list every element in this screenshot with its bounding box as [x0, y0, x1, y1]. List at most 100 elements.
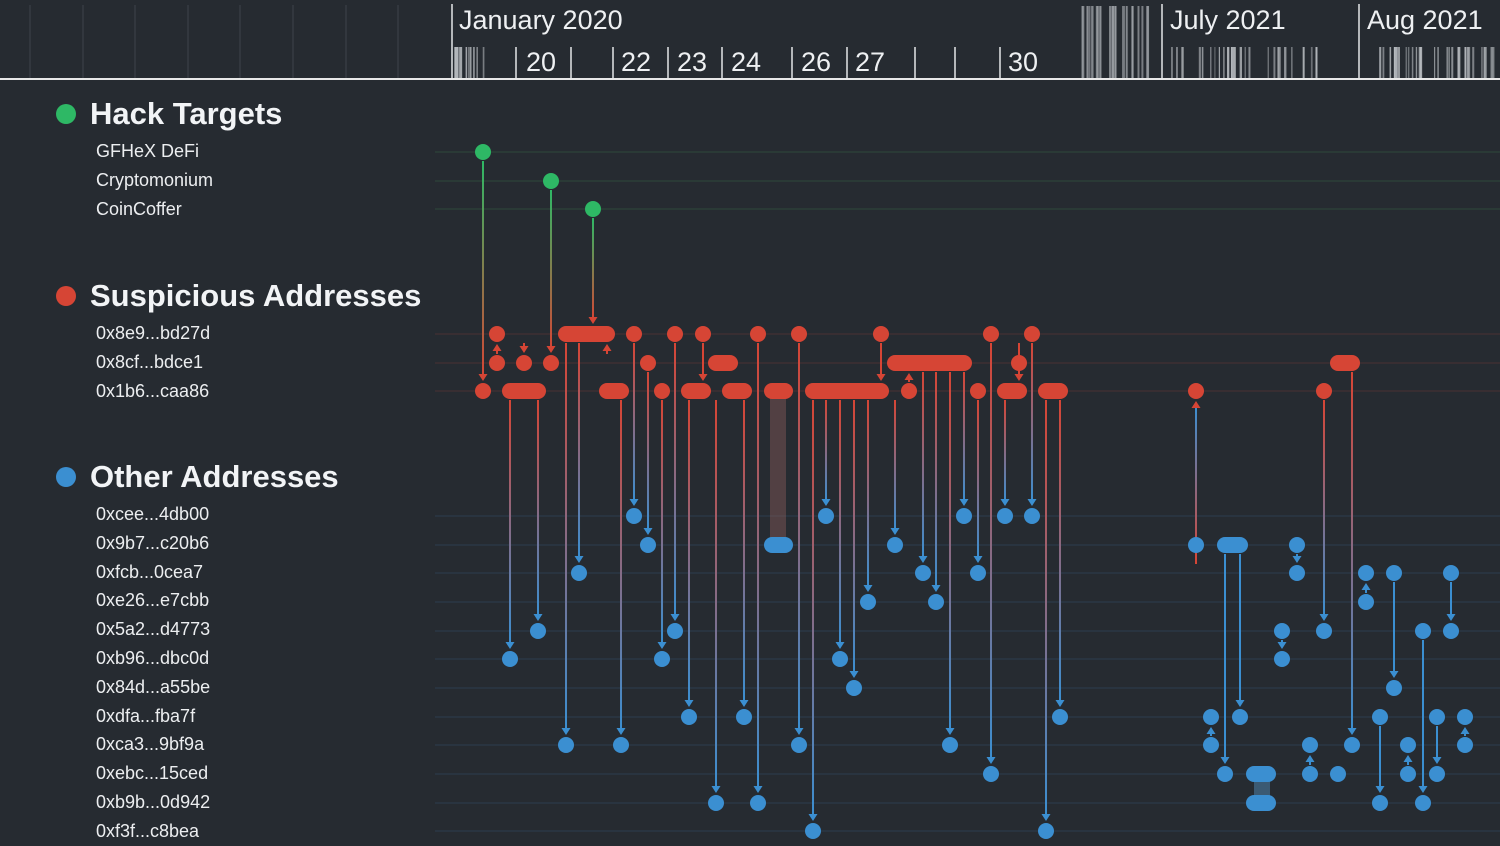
- edge-arrowhead: [479, 374, 488, 381]
- edge-arrowhead: [1278, 642, 1287, 649]
- edge-arrowhead: [699, 374, 708, 381]
- transaction-node: [1457, 709, 1473, 725]
- transaction-cluster: [1330, 355, 1360, 371]
- edge-arrowhead: [919, 556, 928, 563]
- transaction-node: [626, 326, 642, 342]
- transaction-node: [1038, 823, 1054, 839]
- transaction-cluster: [805, 383, 889, 399]
- legend-item-cryptomonium[interactable]: Cryptomonium: [96, 166, 282, 195]
- transaction-node: [1443, 623, 1459, 639]
- transaction-cluster: [502, 383, 546, 399]
- edge-arrowhead: [1362, 583, 1371, 590]
- legend-item-address[interactable]: 0xdfa...fba7f: [96, 702, 339, 731]
- legend-item-address[interactable]: 0xb96...dbc0d: [96, 644, 339, 673]
- edge-arrowhead: [712, 786, 721, 793]
- legend-item-address[interactable]: 0xfcb...0cea7: [96, 558, 339, 587]
- transaction-node: [873, 326, 889, 342]
- edge-arrowhead: [864, 585, 873, 592]
- transaction-node: [942, 737, 958, 753]
- transaction-node: [654, 383, 670, 399]
- transaction-node: [750, 795, 766, 811]
- period-label-jan-2020: January 2020: [459, 5, 623, 36]
- transaction-node: [681, 709, 697, 725]
- edge-arrowhead: [905, 373, 914, 380]
- transaction-node: [818, 508, 834, 524]
- suspicious-addresses-dot-icon: [56, 286, 76, 306]
- transaction-node: [1302, 766, 1318, 782]
- edge-arrowhead: [850, 671, 859, 678]
- transaction-node: [1358, 565, 1374, 581]
- transaction-node: [1443, 565, 1459, 581]
- transaction-node: [1386, 565, 1402, 581]
- edge-arrowhead: [1348, 728, 1357, 735]
- legend-item-address[interactable]: 0x5a2...d4773: [96, 615, 339, 644]
- transaction-node: [901, 383, 917, 399]
- edge-arrowhead: [1192, 401, 1201, 408]
- transaction-node: [489, 355, 505, 371]
- connector-bar: [770, 391, 786, 545]
- transaction-node: [1024, 508, 1040, 524]
- edge-arrowhead: [987, 757, 996, 764]
- transaction-node: [1289, 565, 1305, 581]
- edge-arrowhead: [685, 700, 694, 707]
- edge-arrowhead: [1447, 614, 1456, 621]
- transaction-node: [1330, 766, 1346, 782]
- transaction-node: [791, 737, 807, 753]
- edge-arrowhead: [1056, 700, 1065, 707]
- legend-item-coincoffer[interactable]: CoinCoffer: [96, 195, 282, 224]
- edge-arrowhead: [974, 556, 983, 563]
- edge-arrowhead: [1390, 671, 1399, 678]
- transaction-node: [695, 326, 711, 342]
- legend-group-title: Suspicious Addresses: [90, 278, 421, 314]
- transaction-node: [1372, 795, 1388, 811]
- transaction-cluster: [599, 383, 629, 399]
- legend-item-address[interactable]: 0xcee...4db00: [96, 500, 339, 529]
- edge-arrowhead: [1376, 786, 1385, 793]
- edge-arrowhead: [671, 614, 680, 621]
- period-label-aug-2021: Aug 2021: [1367, 5, 1483, 36]
- legend-item-address[interactable]: 0x9b7...c20b6: [96, 529, 339, 558]
- transaction-node: [805, 823, 821, 839]
- edge-arrowhead: [644, 528, 653, 535]
- legend-item-address[interactable]: 0x8cf...bdce1: [96, 348, 421, 377]
- transaction-node: [1217, 766, 1233, 782]
- edge-arrowhead: [658, 642, 667, 649]
- edge-arrowhead: [822, 499, 831, 506]
- transaction-node: [1274, 623, 1290, 639]
- legend-item-address[interactable]: 0x1b6...caa86: [96, 377, 421, 406]
- edge-arrowhead: [534, 614, 543, 621]
- edge-arrowhead: [740, 700, 749, 707]
- transaction-node: [928, 594, 944, 610]
- transaction-node: [1372, 709, 1388, 725]
- legend-item-address[interactable]: 0xf3f...c8bea: [96, 817, 339, 846]
- transaction-node: [750, 326, 766, 342]
- edge-arrowhead: [1293, 556, 1302, 563]
- transaction-node: [667, 326, 683, 342]
- transaction-node: [1415, 795, 1431, 811]
- legend-group-title: Hack Targets: [90, 96, 282, 132]
- legend-item-address[interactable]: 0xca3...9bf9a: [96, 730, 339, 759]
- transaction-node: [915, 565, 931, 581]
- transaction-node: [1302, 737, 1318, 753]
- timeline-bar[interactable]: January 2020 July 2021 Aug 2021 20 22 23…: [0, 0, 1500, 80]
- legend-item-address[interactable]: 0x8e9...bd27d: [96, 319, 421, 348]
- edge-arrowhead: [795, 728, 804, 735]
- transaction-node: [1274, 651, 1290, 667]
- legend-item-address[interactable]: 0x84d...a55be: [96, 673, 339, 702]
- edge-arrowhead: [603, 344, 612, 351]
- edge-arrowhead: [617, 728, 626, 735]
- legend-group-title: Other Addresses: [90, 459, 339, 495]
- transaction-node: [613, 737, 629, 753]
- transaction-node: [489, 326, 505, 342]
- edge-arrowhead: [630, 499, 639, 506]
- transaction-node: [1011, 355, 1027, 371]
- transaction-node: [997, 508, 1013, 524]
- transaction-node: [1188, 383, 1204, 399]
- legend-item-address[interactable]: 0xe26...e7cbb: [96, 586, 339, 615]
- day-label-24: 24: [731, 47, 761, 78]
- legend-item-address[interactable]: 0xb9b...0d942: [96, 788, 339, 817]
- legend-item-gfhex-defi[interactable]: GFHeX DeFi: [96, 137, 282, 166]
- edge-arrowhead: [891, 528, 900, 535]
- transaction-node: [1457, 737, 1473, 753]
- legend-item-address[interactable]: 0xebc...15ced: [96, 759, 339, 788]
